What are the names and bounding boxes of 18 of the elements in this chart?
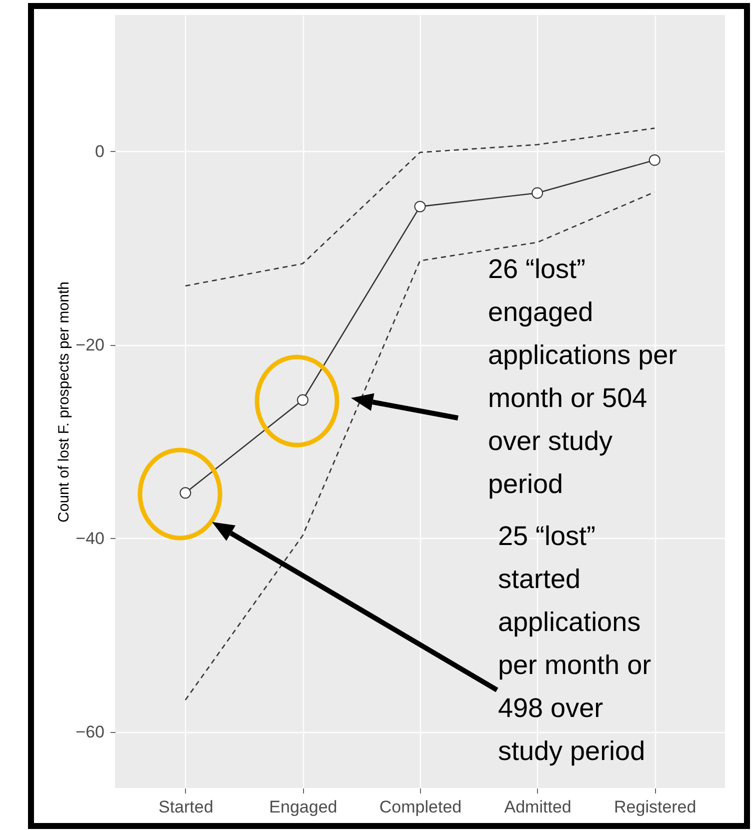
y-axis-title: Count of lost F. prospects per month — [56, 282, 73, 522]
x-tick-label: Registered — [614, 798, 696, 816]
y-tick-label: −60 — [76, 722, 104, 742]
x-tick-label: Completed — [379, 798, 462, 816]
point — [180, 487, 192, 499]
point — [296, 394, 308, 406]
y-tick-label: −40 — [76, 528, 104, 548]
point — [648, 154, 660, 166]
point — [414, 200, 426, 212]
x-tick-label: Admitted — [504, 798, 572, 816]
x-tick-label: Engaged — [269, 798, 338, 816]
point — [532, 187, 544, 199]
y-tick-label: 0 — [95, 142, 104, 161]
line-series — [184, 128, 656, 287]
annotation: 25 “lost” started applications per month or 498 over study period — [498, 520, 652, 768]
y-tick-label: −20 — [76, 335, 104, 354]
x-tick-label: Started — [158, 798, 214, 816]
annotation: 26 “lost” engaged applications per month or 504 over study period — [488, 253, 678, 501]
